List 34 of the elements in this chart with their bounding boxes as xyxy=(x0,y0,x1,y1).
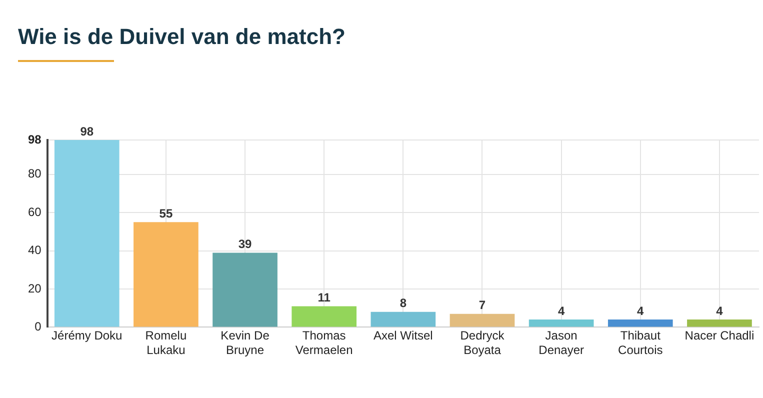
data-label: 7 xyxy=(478,298,486,312)
y-tick-label: 40 xyxy=(28,243,42,258)
x-tick-label: Thomas Vermaelen xyxy=(295,328,353,358)
bar xyxy=(292,306,357,327)
x-tick-label: Jérémy Doku xyxy=(52,328,122,343)
data-label: 39 xyxy=(238,237,252,252)
data-label: 11 xyxy=(318,290,331,304)
bar xyxy=(450,314,515,327)
data-label: 8 xyxy=(400,296,407,310)
data-label: 4 xyxy=(637,304,644,318)
bar xyxy=(608,320,673,327)
bar xyxy=(54,140,120,327)
data-label: 98 xyxy=(80,124,94,138)
chart-title: Wie is de Duivel van de match? xyxy=(18,24,346,50)
data-label: 4 xyxy=(558,304,565,318)
y-tick-label: 98 xyxy=(28,132,42,146)
bar xyxy=(212,252,278,327)
bar xyxy=(370,312,436,327)
data-label: 55 xyxy=(159,206,173,220)
x-tick-label: Dedryck Boyata xyxy=(460,328,506,358)
data-label: 4 xyxy=(716,304,724,318)
x-tick-label: Romelu Lukaku xyxy=(145,328,187,358)
bar xyxy=(134,222,198,327)
x-tick-label: Kevin De Bruyne xyxy=(220,328,270,358)
y-tick-label: 0 xyxy=(34,320,42,334)
x-tick-label: Jason Denayer xyxy=(538,328,584,358)
x-tick-label: Axel Witsel xyxy=(374,328,433,343)
y-tick-label: 80 xyxy=(28,166,42,181)
y-tick-label: 20 xyxy=(28,281,42,296)
y-tick-label: 60 xyxy=(28,204,42,219)
x-tick-label: Nacer Chadli xyxy=(684,328,754,343)
x-tick-label: Thibaut Courtois xyxy=(618,328,663,358)
bar xyxy=(528,320,594,327)
bar xyxy=(687,320,752,327)
